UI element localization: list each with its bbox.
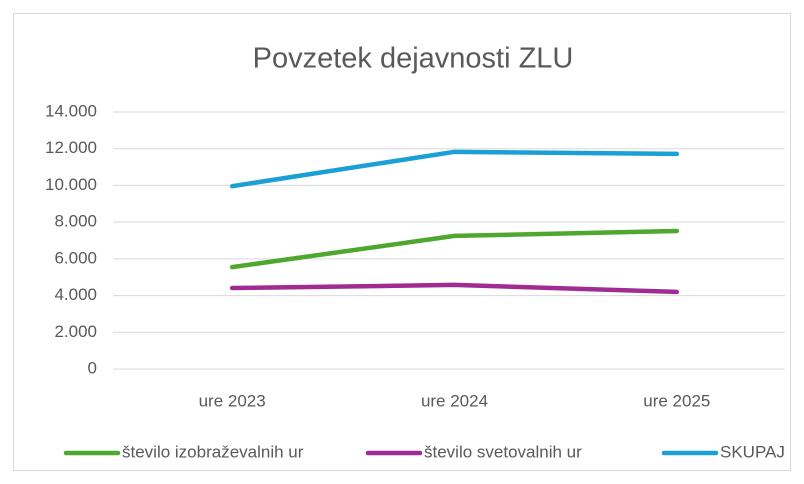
y-tick-label: 14.000 — [45, 101, 97, 120]
y-tick-label: 10.000 — [45, 175, 97, 194]
x-tick-label: ure 2025 — [643, 391, 710, 410]
y-tick-label: 0 — [88, 358, 97, 377]
y-tick-label: 6.000 — [54, 248, 97, 267]
x-tick-label: ure 2023 — [199, 391, 266, 410]
y-tick-label: 12.000 — [45, 138, 97, 157]
chart-title: Povzetek dejavnosti ZLU — [253, 43, 574, 75]
legend-label: število izobraževalnih ur — [122, 442, 304, 461]
x-tick-label: ure 2024 — [421, 391, 488, 410]
y-tick-label: 4.000 — [54, 285, 97, 304]
y-tick-label: 8.000 — [54, 212, 97, 231]
series-line — [229, 282, 680, 295]
series-line — [229, 228, 680, 270]
y-tick-label: 2.000 — [54, 322, 97, 341]
legend-label: SKUPAJ — [720, 442, 785, 461]
series-line — [229, 149, 680, 189]
legend-label: število svetovalnih ur — [424, 442, 582, 461]
